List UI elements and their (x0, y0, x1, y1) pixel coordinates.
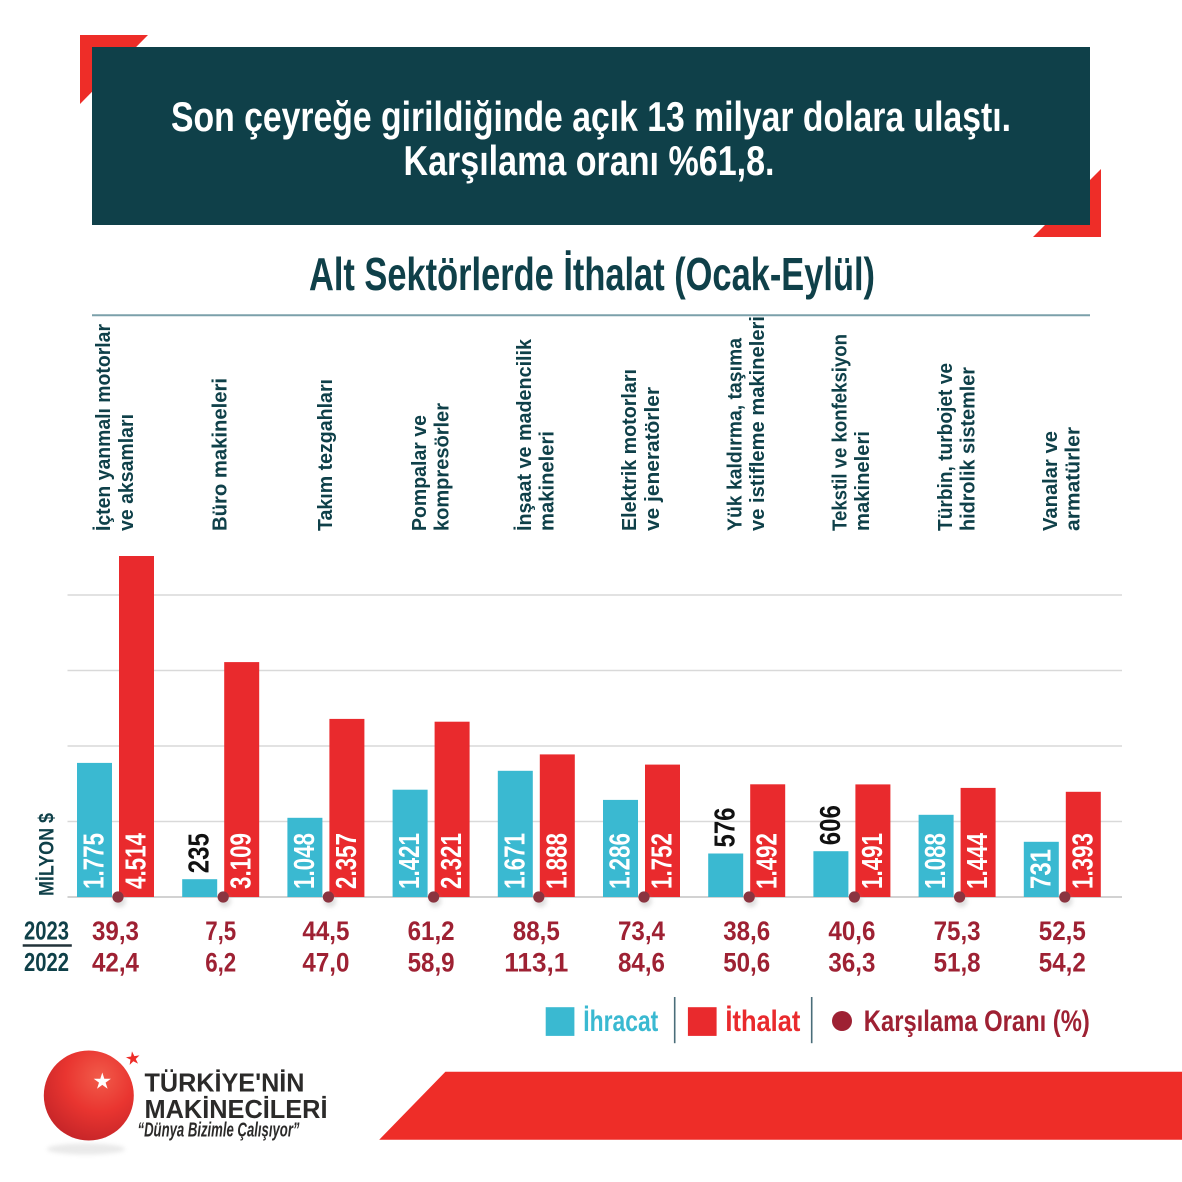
svg-text:makineleri: makineleri (852, 431, 874, 531)
svg-text:1.491: 1.491 (857, 833, 889, 889)
svg-text:Elektrik motorları: Elektrik motorları (619, 369, 641, 531)
svg-text:hidrolik sistemler: hidrolik sistemler (957, 367, 979, 531)
svg-text:36,3: 36,3 (828, 948, 875, 978)
svg-text:50,6: 50,6 (723, 948, 770, 978)
svg-text:1.775: 1.775 (79, 833, 111, 889)
svg-text:52,5: 52,5 (1039, 916, 1086, 946)
svg-text:2.357: 2.357 (331, 833, 363, 889)
svg-text:39,3: 39,3 (92, 916, 139, 946)
svg-text:Türbin, turbojet ve: Türbin, turbojet ve (935, 363, 957, 531)
svg-text:ve istifleme makineleri: ve istifleme makineleri (747, 316, 769, 531)
svg-text:2.321: 2.321 (436, 833, 468, 889)
svg-text:armatürler: armatürler (1063, 427, 1085, 531)
svg-text:44,5: 44,5 (302, 916, 349, 946)
svg-text:1.492: 1.492 (752, 833, 784, 889)
svg-text:3.109: 3.109 (226, 833, 258, 889)
svg-text:4.514: 4.514 (121, 833, 153, 889)
svg-text:Karşılama oranı %61,8.: Karşılama oranı %61,8. (404, 137, 775, 184)
svg-text:51,8: 51,8 (934, 948, 981, 978)
svg-text:Vanalar ve: Vanalar ve (1040, 431, 1062, 531)
svg-text:7,5: 7,5 (205, 916, 236, 946)
svg-text:58,9: 58,9 (408, 948, 455, 978)
svg-text:113,1: 113,1 (504, 948, 568, 978)
svg-text:47,0: 47,0 (302, 948, 349, 978)
svg-text:576: 576 (710, 808, 742, 848)
svg-text:606: 606 (815, 805, 847, 845)
svg-text:42,4: 42,4 (92, 948, 139, 978)
svg-text:ve aksamları: ve aksamları (116, 414, 138, 531)
svg-text:1.421: 1.421 (394, 833, 426, 889)
svg-text:1.444: 1.444 (962, 833, 994, 889)
svg-text:1.888: 1.888 (541, 833, 573, 889)
svg-text:MAKİNECİLERİ: MAKİNECİLERİ (145, 1094, 328, 1124)
svg-text:2023: 2023 (24, 916, 69, 946)
svg-text:MİLYON $: MİLYON $ (36, 813, 59, 896)
svg-text:İçten yanmalı motorlar: İçten yanmalı motorlar (92, 324, 115, 531)
svg-text:731: 731 (1025, 849, 1057, 889)
svg-text:40,6: 40,6 (828, 916, 875, 946)
svg-text:1.393: 1.393 (1067, 833, 1099, 889)
svg-text:İthalat: İthalat (725, 1005, 800, 1038)
svg-text:84,6: 84,6 (618, 948, 665, 978)
svg-text:1.048: 1.048 (289, 833, 321, 889)
svg-text:kompresörler: kompresörler (431, 403, 453, 531)
svg-text:1.671: 1.671 (499, 833, 531, 889)
svg-text:54,2: 54,2 (1039, 948, 1086, 978)
svg-text:Takım tezgahları: Takım tezgahları (315, 379, 337, 531)
svg-text:İhracat: İhracat (583, 1005, 658, 1038)
svg-text:Karşılama Oranı (%): Karşılama Oranı (%) (864, 1005, 1090, 1038)
svg-text:makineleri: makineleri (537, 431, 559, 531)
svg-text:Tekstil ve konfeksiyon: Tekstil ve konfeksiyon (830, 334, 852, 531)
svg-text:ve jeneratörler: ve jeneratörler (642, 387, 664, 531)
svg-text:Pompalar ve: Pompalar ve (409, 415, 431, 531)
svg-text:Büro makineleri: Büro makineleri (210, 378, 232, 531)
svg-text:TÜRKİYE'NİN: TÜRKİYE'NİN (145, 1068, 305, 1098)
svg-text:Son çeyreğe girildiğinde açık: Son çeyreğe girildiğinde açık 13 milyar … (171, 93, 1011, 140)
svg-text:235: 235 (184, 833, 216, 873)
svg-text:1.088: 1.088 (920, 833, 952, 889)
svg-text:“Dünya Bizimle Çalışıyor”: “Dünya Bizimle Çalışıyor” (138, 1120, 300, 1142)
svg-text:88,5: 88,5 (513, 916, 560, 946)
svg-text:Alt Sektörlerde İthalat (Ocak-: Alt Sektörlerde İthalat (Ocak-Eylül) (309, 248, 875, 300)
svg-text:73,4: 73,4 (618, 916, 665, 946)
svg-text:Yük kaldırma, taşıma: Yük kaldırma, taşıma (724, 337, 746, 531)
svg-text:1.286: 1.286 (605, 833, 637, 889)
svg-text:75,3: 75,3 (934, 916, 981, 946)
svg-text:38,6: 38,6 (723, 916, 770, 946)
svg-text:1.752: 1.752 (647, 833, 679, 889)
svg-text:6,2: 6,2 (205, 948, 236, 978)
svg-text:İnşaat ve madencilik: İnşaat ve madencilik (513, 338, 536, 531)
svg-text:2022: 2022 (24, 947, 69, 977)
svg-text:61,2: 61,2 (408, 916, 455, 946)
